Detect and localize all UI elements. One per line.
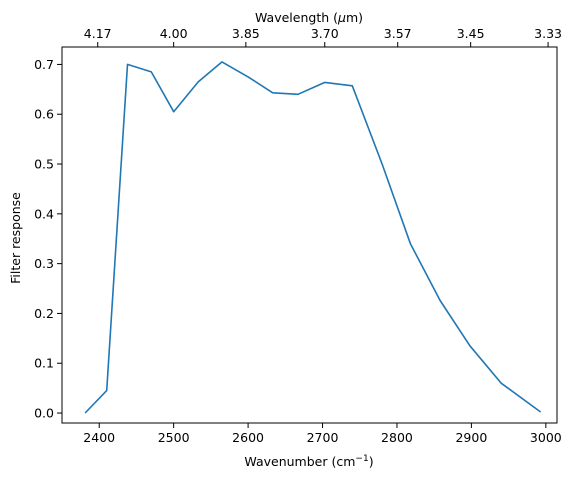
top-axis-title: Wavelength (μm) xyxy=(255,10,363,25)
top-tick-label: 3.45 xyxy=(457,26,485,41)
top-tick-label: 4.00 xyxy=(160,26,188,41)
top-tick-label: 3.70 xyxy=(311,26,339,41)
filter-response-line xyxy=(84,61,542,414)
y-tick-label: 0.5 xyxy=(34,157,54,172)
x-tick-label: 3000 xyxy=(530,430,562,445)
top-axis-title-mu: μ xyxy=(337,10,346,25)
plot-frame xyxy=(61,46,558,424)
x-axis-title-superscript: −1 xyxy=(355,454,368,464)
top-axis-title-suffix: m) xyxy=(346,10,363,25)
top-tick-label: 4.17 xyxy=(84,26,112,41)
top-tick-label: 3.57 xyxy=(384,26,412,41)
x-tick-label: 2600 xyxy=(232,430,264,445)
x-tick-label: 2700 xyxy=(307,430,339,445)
y-tick-label: 0.7 xyxy=(34,57,54,72)
y-tick-label: 0.0 xyxy=(34,406,54,421)
y-axis-title: Filter response xyxy=(8,192,23,284)
top-axis-title-prefix: Wavelength ( xyxy=(255,10,338,25)
top-tick-label: 3.85 xyxy=(232,26,260,41)
y-tick-label: 0.4 xyxy=(34,206,54,221)
x-tick-label: 2900 xyxy=(455,430,487,445)
top-tick-label: 3.33 xyxy=(534,26,562,41)
x-tick-label: 2400 xyxy=(83,430,115,445)
y-tick-label: 0.2 xyxy=(34,306,54,321)
plot-area: 2400 2500 2600 2700 2800 2900 3000 0.0 0.1 0.2 0.3… xyxy=(34,26,562,445)
y-tick-label: 0.6 xyxy=(34,107,54,122)
x-tick-label: 2500 xyxy=(158,430,190,445)
y-tick-label: 0.3 xyxy=(34,256,54,271)
x-axis-title: Wavenumber (cm−1) xyxy=(244,454,373,469)
y-tick-label: 0.1 xyxy=(34,356,54,371)
x-axis-title-end: ) xyxy=(369,454,374,469)
x-tick-label: 2800 xyxy=(381,430,413,445)
x-axis-title-main: Wavenumber (cm xyxy=(244,454,355,469)
